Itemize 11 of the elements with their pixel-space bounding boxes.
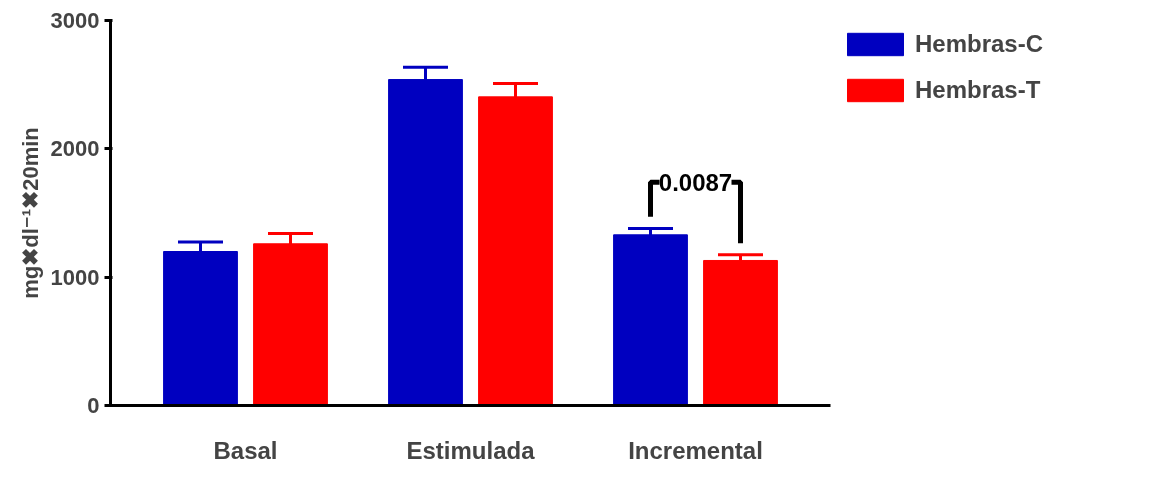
annotation: 0.0087 <box>658 168 733 196</box>
legend-label: Hembras-C <box>915 30 1044 58</box>
y-tick-label: 0 <box>87 393 100 418</box>
x-tick-label: Basal <box>213 436 278 464</box>
y-axis-title: mg✖dl⁻¹✖20min <box>17 127 43 299</box>
y-tick-label: 2000 <box>50 136 100 162</box>
y-tick-label: 1000 <box>50 264 100 290</box>
y-tick-label: 3000 <box>50 8 100 33</box>
x-tick-label: Estimulada <box>406 436 536 464</box>
x-tick-label: Incremental <box>628 436 763 464</box>
legend-label: Hembras-T <box>915 76 1041 104</box>
